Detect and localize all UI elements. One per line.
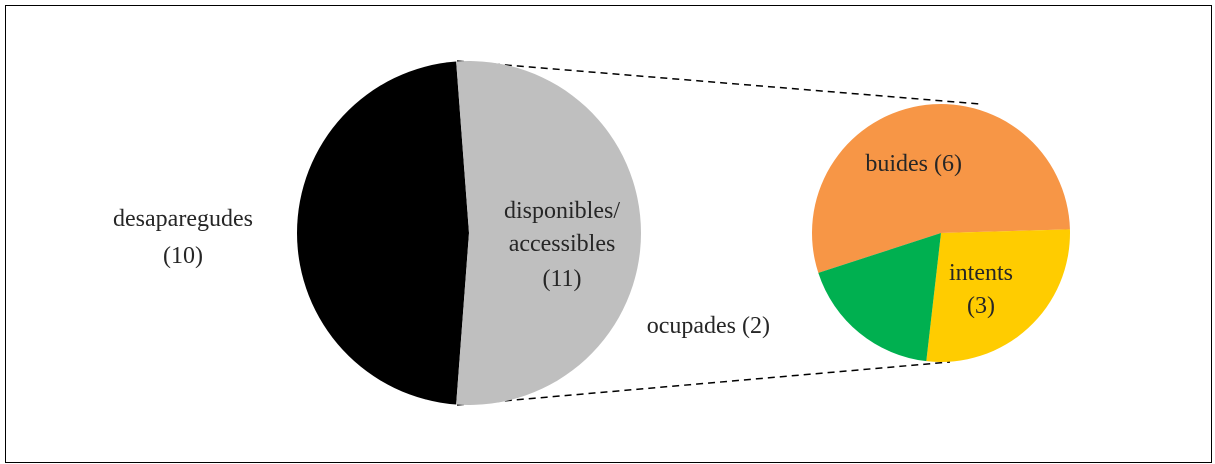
slice-value-label: (6) xyxy=(934,151,962,177)
pie-slice xyxy=(926,229,1070,362)
slice-label: desaparegudes xyxy=(113,206,253,232)
pie-slice xyxy=(297,61,469,405)
pie-slice xyxy=(456,60,642,406)
slice-label: intents xyxy=(949,260,1013,286)
connector-line xyxy=(456,60,981,105)
slice-label-line: accessibles xyxy=(509,231,616,257)
slice-label: buides xyxy=(865,151,928,177)
slice-label: disponibles/accessibles xyxy=(504,198,620,257)
slice-label-line: disponibles/ xyxy=(504,198,620,224)
slice-value-label: (3) xyxy=(967,293,995,319)
pie-slice xyxy=(811,103,1070,273)
slice-label: ocupades xyxy=(647,313,736,339)
slice-value-label: (11) xyxy=(542,266,581,292)
pie-slice xyxy=(818,233,941,362)
slice-value-label: (2) xyxy=(742,313,770,339)
slice-value-label: (10) xyxy=(163,243,203,269)
connector-line xyxy=(456,361,951,406)
